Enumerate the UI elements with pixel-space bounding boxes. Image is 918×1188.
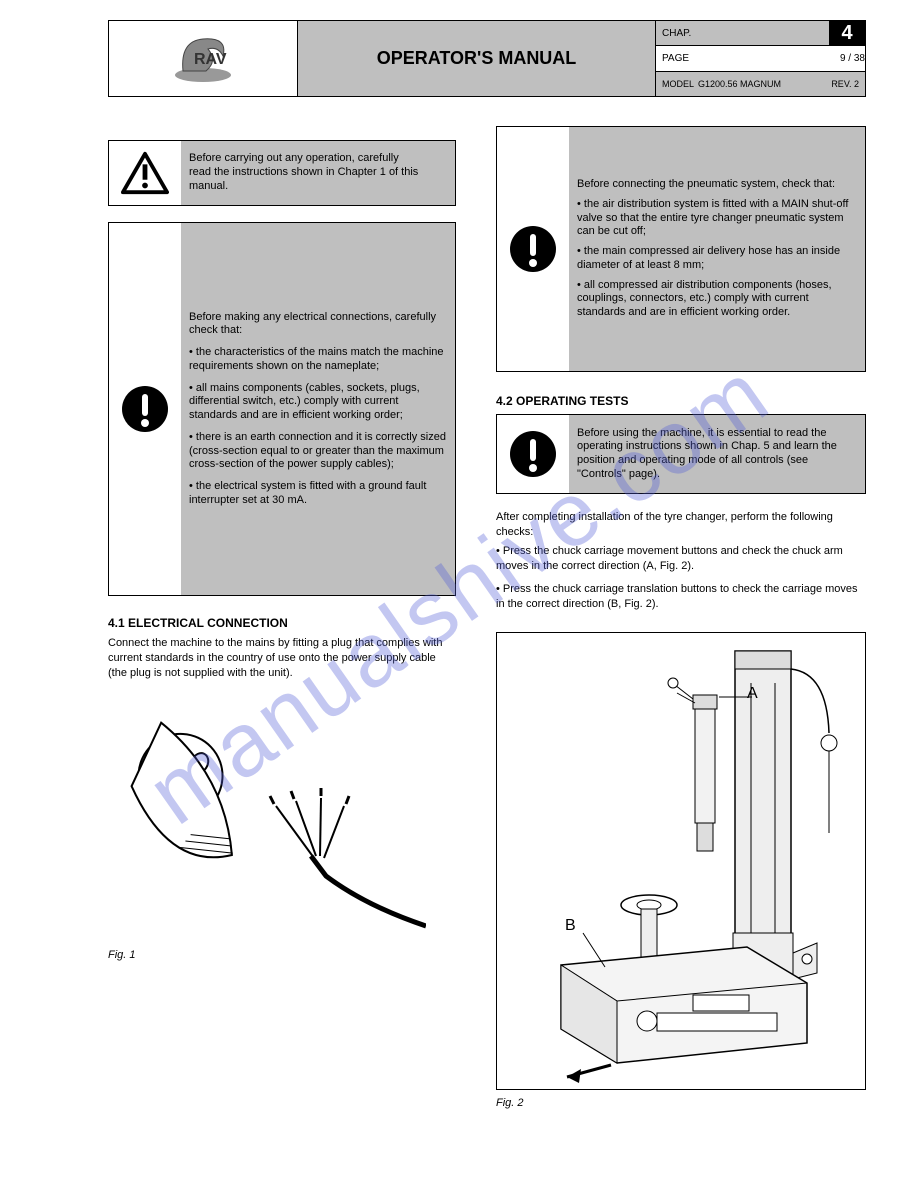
warning-text: Before carrying out any operation, caref… (181, 141, 455, 205)
fig2-caption: Fig. 2 (496, 1096, 524, 1111)
itr-p1: Before connecting the pneumatic system, … (577, 178, 857, 192)
section-4-1-body: Connect the machine to the mains by fitt… (108, 636, 456, 681)
itr-p4: • all compressed air distribution compon… (577, 279, 857, 320)
header-page: PAGE 9 / 38 (655, 46, 865, 71)
model-value: G1200.56 MAGNUM (698, 79, 781, 89)
rev-label: REV. 2 (831, 79, 859, 89)
mandatory-icon (509, 225, 557, 273)
itr-p3: • the main compressed air delivery hose … (577, 245, 857, 273)
warn1-l3: manual. (189, 180, 447, 194)
model-label: MODEL (662, 79, 694, 89)
warning-triangle-icon (121, 151, 169, 195)
fig2-label-b: B (565, 917, 576, 935)
mandatory-icon (509, 430, 557, 478)
page-header: RAV OPERATOR'S MANUAL CHAP. 4 PAGE 9 / 3… (108, 20, 866, 97)
info-icon-cell (109, 223, 181, 595)
page-ref: 9 / 38 (840, 53, 865, 64)
info-left-p5: • the electrical system is fitted with a… (189, 480, 447, 508)
info-box-mid-right: Before using the machine, it is essentia… (496, 414, 866, 494)
info-box-top-right: Before connecting the pneumatic system, … (496, 126, 866, 372)
warning-box: Before carrying out any operation, caref… (108, 140, 456, 206)
info-left-text: Before making any electrical connections… (181, 223, 455, 595)
fig1-caption: Fig. 1 (108, 948, 136, 963)
fig1-plug-illustration (126, 706, 426, 936)
brand-logo-icon: RAV (168, 31, 238, 86)
fig2-frame: A B (496, 632, 866, 1090)
itr-p2: • the air distribution system is fitted … (577, 198, 857, 239)
info-top-right-text: Before connecting the pneumatic system, … (569, 127, 865, 371)
info-icon-cell-r2 (497, 415, 569, 493)
ops-b2: • Press the chuck carriage translation b… (496, 582, 866, 612)
warning-icon-cell (109, 141, 181, 205)
info-mid-right-text: Before using the machine, it is essentia… (569, 415, 865, 493)
ops-b1: • Press the chuck carriage movement butt… (496, 544, 866, 574)
manual-page: RAV OPERATOR'S MANUAL CHAP. 4 PAGE 9 / 3… (108, 20, 866, 1128)
header-chapter: CHAP. 4 (655, 21, 865, 46)
info-icon-cell-r1 (497, 127, 569, 371)
header-right: CHAP. 4 PAGE 9 / 38 MODEL G1200.56 MAGNU… (655, 21, 865, 96)
chapter-label: CHAP. (662, 28, 691, 39)
page-label: PAGE (662, 53, 689, 64)
ops-intro: After completing installation of the tyr… (496, 510, 866, 540)
info-left-p3: • all mains components (cables, sockets,… (189, 382, 447, 423)
warn1-l1: Before carrying out any operation, caref… (189, 152, 447, 166)
info-left-p2: • the characteristics of the mains match… (189, 346, 447, 374)
info-left-p4: • there is an earth connection and it is… (189, 431, 447, 472)
section-4-2-title: 4.2 OPERATING TESTS (496, 394, 628, 408)
chapter-number: 4 (829, 21, 865, 45)
mandatory-icon (121, 385, 169, 433)
fig2-label-a: A (747, 685, 758, 703)
section-4-1-title: 4.1 ELECTRICAL CONNECTION (108, 616, 288, 630)
warn1-l2: read the instructions shown in Chapter 1… (189, 166, 447, 180)
fig2-machine-illustration (497, 633, 867, 1091)
info-box-left: Before making any electrical connections… (108, 222, 456, 596)
svg-text:RAV: RAV (194, 51, 227, 68)
header-model: MODEL G1200.56 MAGNUM REV. 2 (655, 72, 865, 96)
brand-logo-cell: RAV (109, 21, 298, 96)
info-left-p1: Before making any electrical connections… (189, 311, 447, 339)
manual-title: OPERATOR'S MANUAL (298, 21, 655, 96)
imr-p1: Before using the machine, it is essentia… (577, 427, 857, 482)
